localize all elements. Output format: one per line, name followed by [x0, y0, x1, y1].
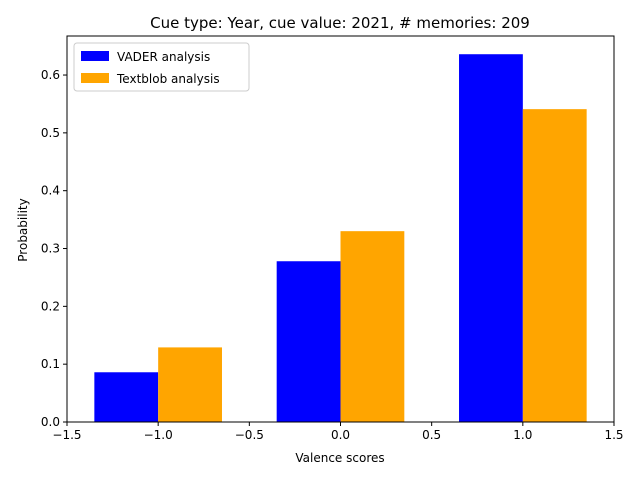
legend-box	[73, 42, 250, 92]
y-tick-label: 0.4	[41, 184, 60, 198]
x-tick-label: 1.0	[513, 428, 532, 442]
chart-title: Cue type: Year, cue value: 2021, # memor…	[150, 14, 530, 32]
y-tick-label: 0.2	[41, 299, 60, 313]
x-tick-label: 0.5	[422, 428, 441, 442]
x-tick-label: −0.5	[235, 428, 264, 442]
x-axis-label: Valence scores	[295, 451, 384, 465]
legend-swatch-1	[81, 73, 109, 83]
plot-area: −1.5 −1.0 −0.5 0.0 0.5 1.0 1.5 0.0 0.1 0.2 0.3 0.4 0…	[41, 35, 624, 442]
bar-series-1-cat-1	[340, 231, 405, 422]
bar-series-1-cat-0	[158, 347, 222, 422]
legend-label-0: VADER analysis	[117, 50, 210, 64]
legend-swatch-0	[81, 51, 109, 61]
y-tick-label: 0.3	[41, 242, 60, 256]
bar-series-1-cat-2	[522, 109, 587, 423]
y-tick-label: 0.1	[41, 357, 60, 371]
bar-series-0-cat-1	[276, 261, 341, 422]
x-tick-label: 0.0	[331, 428, 350, 442]
x-tick-label: −1.5	[52, 428, 81, 442]
y-tick-label: 0.0	[41, 415, 60, 429]
y-tick-label: 0.5	[41, 126, 60, 140]
bar-series-0-cat-0	[94, 372, 159, 422]
y-tick-label: 0.6	[41, 68, 60, 82]
legend-label-1: Textblob analysis	[116, 72, 220, 86]
x-tick-label: 1.5	[604, 428, 623, 442]
x-tick-label: −1.0	[144, 428, 173, 442]
y-axis-label: Probability	[16, 198, 30, 261]
bar-series-0-cat-2	[459, 54, 523, 422]
